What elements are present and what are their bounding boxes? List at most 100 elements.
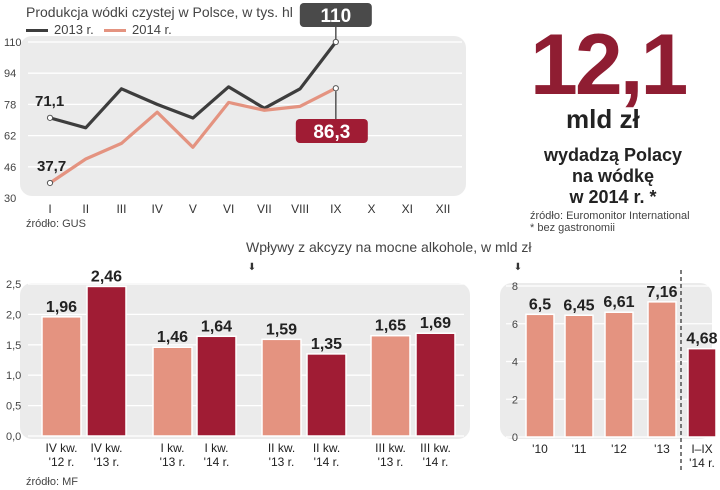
quarter-chart-xtick-label: III kw. — [420, 441, 451, 455]
line-ytick-label: 30 — [4, 193, 16, 205]
line-label-2014-start: 37,7 — [37, 158, 66, 175]
legend-swatch-2014 — [104, 29, 126, 33]
year-chart-bar — [564, 314, 594, 438]
line-xtick-label: II — [82, 202, 89, 216]
line-ytick-label: 62 — [4, 131, 16, 143]
legend-2014: 2014 r. — [104, 22, 172, 37]
quarter-chart-ytick-label: 1,0 — [6, 370, 21, 382]
line-xtick-label: VI — [223, 202, 234, 216]
legend-swatch-2013 — [26, 29, 48, 33]
highlight-caption-line-1: wydadzą Polacy — [543, 145, 683, 165]
quarter-chart-bar — [306, 353, 347, 437]
quarter-chart-xtick-label: I kw. — [204, 441, 228, 455]
highlight-footnote: * bez gastronomii — [530, 222, 615, 234]
quarter-chart-ytick-label: 2,5 — [6, 279, 21, 291]
line-xtick-label: IV — [152, 202, 163, 216]
line-ytick-label: 110 — [4, 37, 22, 49]
down-arrow-icon: ⬇ — [248, 262, 256, 273]
line-xtick-label: XII — [436, 202, 451, 216]
quarter-chart-bar — [261, 338, 302, 437]
year-chart-ytick-label: 2 — [512, 394, 518, 406]
legend-label-2013: 2013 r. — [54, 22, 94, 37]
line-chart-panel — [20, 36, 466, 196]
quarter-chart-xtick-label: '14 r. — [314, 455, 340, 469]
line-xtick-label: VIII — [291, 202, 309, 216]
line-xtick-label: I — [48, 202, 51, 216]
year-chart-value-label: 6,5 — [529, 296, 551, 313]
legend-2013: 2013 r. — [26, 22, 94, 37]
line-series-2014 — [49, 86, 337, 185]
quarter-chart-xtick-label: II kw. — [313, 441, 340, 455]
highlight-caption-line-2: na wódkę — [571, 166, 655, 186]
quarter-chart-value-label: 1,96 — [46, 299, 77, 316]
quarter-chart-xtick-label: '13 r. — [94, 455, 120, 469]
quarter-chart-xtick-label: '14 r. — [423, 455, 449, 469]
quarter-chart-bar — [370, 334, 411, 437]
quarter-chart-ytick-label: 0,0 — [6, 431, 21, 443]
quarter-chart-xtick-label: '13 r. — [378, 455, 404, 469]
year-chart-bar — [604, 311, 634, 438]
highlight-source: źródło: Euromonitor International — [530, 210, 690, 222]
highlight-caption: wydadzą Polacy na wódkę w 2014 r. * — [528, 145, 698, 208]
line-xtick-label: XI — [402, 202, 413, 216]
bar-chart-source: źródło: MF — [26, 476, 78, 488]
quarter-chart-value-label: 1,69 — [420, 315, 451, 332]
year-chart-xtick-label: I–IX — [691, 442, 712, 456]
year-chart-bar — [525, 313, 555, 438]
quarter-chart-bar — [415, 332, 456, 437]
line-chart-title: Produkcja wódki czystej w Polsce, w tys.… — [26, 4, 293, 20]
highlight-caption-line-3: w 2014 r. * — [569, 187, 657, 207]
callout-value-2014: 86,3 — [313, 122, 350, 143]
legend-label-2014: 2014 r. — [132, 22, 172, 37]
callout-box-2013 — [299, 3, 372, 27]
quarter-chart-xtick-label: '12 r. — [49, 455, 75, 469]
down-arrow-icon: ⬇ — [514, 262, 522, 273]
highlight-value: 12,1 — [530, 17, 688, 113]
line-xtick-label: X — [368, 202, 376, 216]
quarter-chart-bar — [86, 285, 127, 437]
quarter-chart-xtick-label: III kw. — [375, 441, 406, 455]
callout-box-2014 — [295, 119, 368, 143]
quarter-chart-xtick-label: IV kw. — [90, 441, 122, 455]
line-point-marker — [332, 38, 339, 46]
quarter-chart-ytick-label: 0,5 — [6, 401, 21, 413]
quarter-chart-value-label: 2,46 — [91, 268, 122, 285]
line-point-marker — [46, 114, 54, 121]
quarter-chart-bar — [196, 335, 237, 437]
highlight-unit: mld zł — [566, 104, 640, 134]
year-chart-ytick-label: 6 — [512, 319, 518, 331]
year-chart-ytick-label: 4 — [512, 357, 518, 369]
line-xtick-label: V — [189, 202, 197, 216]
bar-chart-title: Wpływy z akcyzy na mocne alkohole, w mld… — [246, 239, 532, 255]
quarter-chart-ytick-label: 1,5 — [6, 340, 21, 352]
quarter-chart-value-label: 1,65 — [375, 318, 406, 335]
year-chart-xtick-label: '14 r. — [689, 456, 715, 470]
line-series-2013 — [49, 41, 338, 130]
quarter-chart-bar — [152, 346, 193, 437]
quarter-chart-xtick-label: IV kw. — [45, 441, 77, 455]
line-ytick-label: 94 — [4, 68, 16, 80]
line-xtick-label: III — [116, 202, 126, 216]
year-chart-bar — [687, 347, 717, 438]
line-xtick-label: VII — [257, 202, 272, 216]
quarter-chart-value-label: 1,64 — [201, 318, 232, 335]
line-ytick-label: 78 — [4, 99, 16, 111]
year-chart-xtick-label: '10 — [532, 442, 548, 456]
year-chart-value-label: 4,68 — [686, 331, 717, 348]
line-ytick-label: 46 — [4, 162, 16, 174]
line-chart-source: źródło: GUS — [26, 218, 86, 230]
quarter-chart-xtick-label: '13 r. — [269, 455, 295, 469]
year-chart-ytick-label: 8 — [512, 281, 518, 293]
year-chart-xtick-label: '11 — [572, 442, 587, 456]
callout-value-2013: 110 — [320, 6, 351, 27]
quarter-chart-value-label: 1,35 — [311, 336, 342, 353]
quarter-chart-value-label: 1,59 — [266, 321, 297, 338]
year-chart-ytick-label: 0 — [512, 432, 518, 444]
quarter-chart-ytick-label: 2,0 — [6, 309, 21, 321]
line-xtick-label: IX — [330, 202, 341, 216]
quarter-chart-xtick-label: II kw. — [268, 441, 295, 455]
quarter-chart-xtick-label: '14 r. — [204, 455, 230, 469]
line-point-marker — [46, 179, 54, 187]
line-label-2013-start: 71,1 — [35, 93, 64, 110]
